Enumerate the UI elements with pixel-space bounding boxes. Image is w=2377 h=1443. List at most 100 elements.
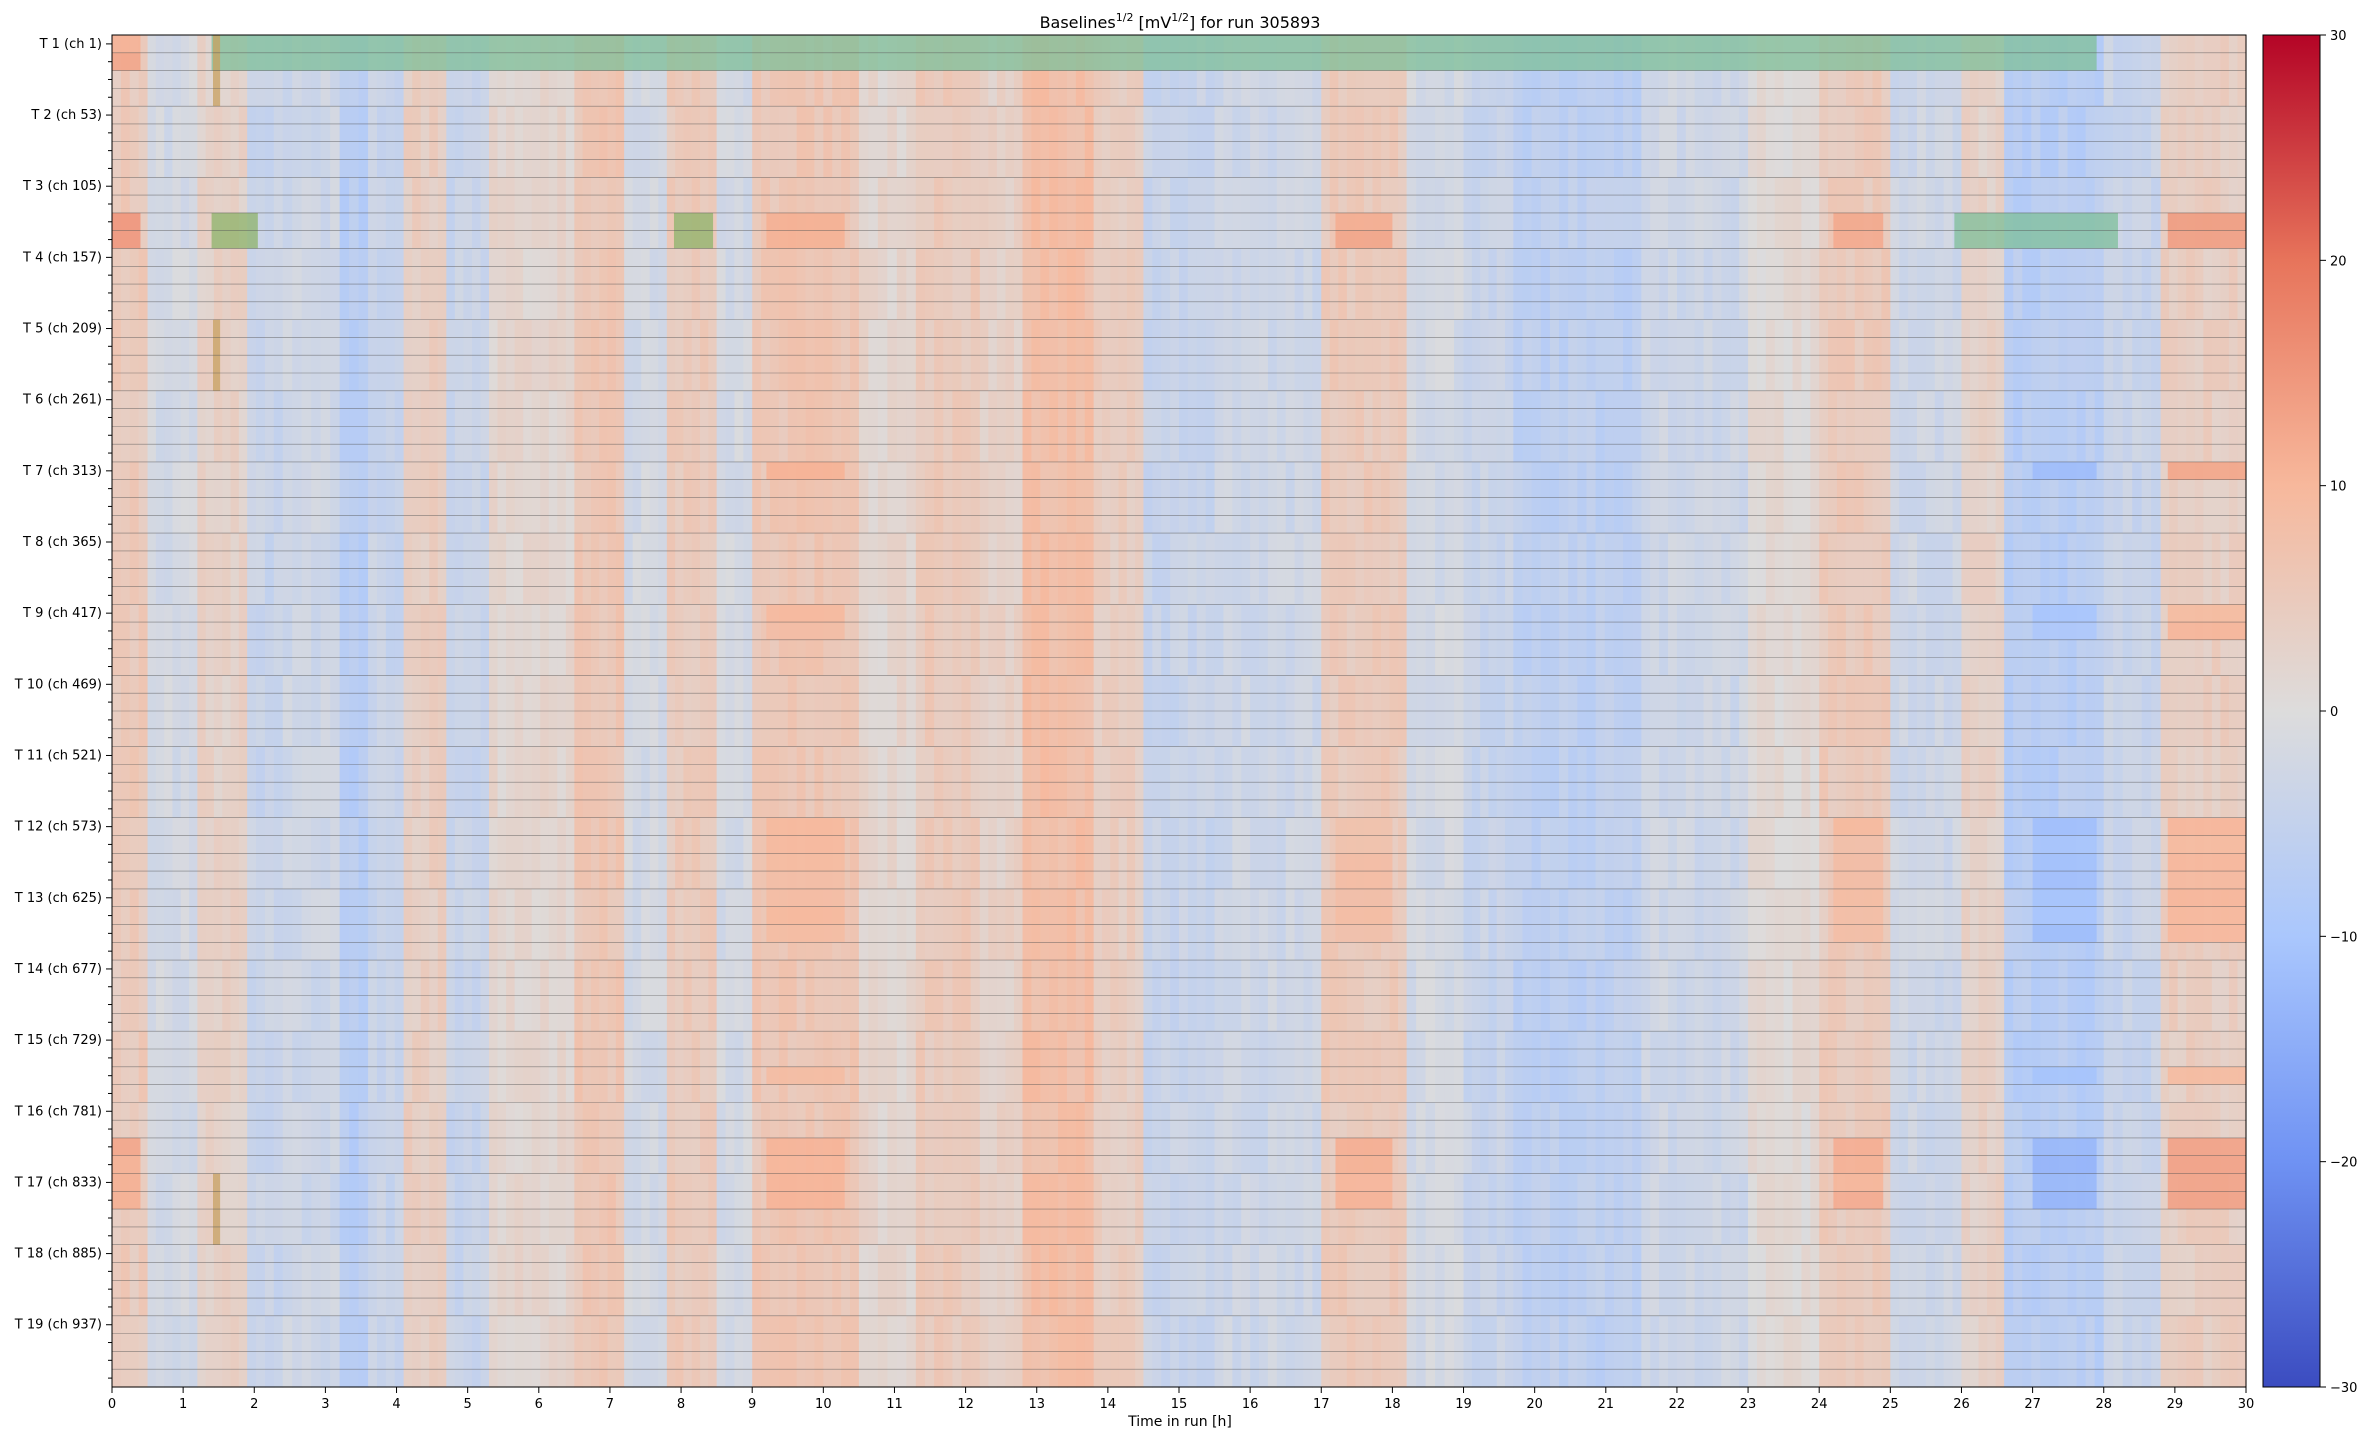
heatmap-cell [1223, 177, 1233, 250]
heatmap-cell [1819, 533, 1829, 605]
hot-band-cell [1335, 853, 1393, 872]
heatmap-cell [565, 1031, 575, 1103]
heatmap-cell [1152, 35, 1162, 107]
heatmap-cell [1338, 1315, 1348, 1388]
heatmap-cell [506, 1315, 516, 1388]
heatmap-cell [147, 533, 157, 605]
heatmap-cell [1444, 177, 1455, 250]
heatmap-cell [1577, 1173, 1588, 1246]
heatmap-cell [1863, 1315, 1874, 1388]
heatmap-cell [915, 675, 926, 748]
hot-band-cell [2167, 461, 2246, 480]
heatmap-cell [590, 533, 600, 605]
heatmap-cell [1152, 1244, 1162, 1317]
heatmap-cell [1488, 177, 1498, 250]
heatmap-cell [349, 35, 360, 107]
heatmap-cell [2177, 35, 2187, 107]
heatmap-cell [2122, 177, 2133, 250]
heatmap-cell [2103, 1244, 2114, 1317]
heatmap-cell [1641, 1315, 1651, 1388]
heatmap-cell [1586, 177, 1597, 250]
heatmap-cell [2094, 533, 2105, 605]
heatmap-cell [256, 319, 266, 392]
x-tick-label: 0 [108, 1397, 116, 1412]
heatmap-cell [1995, 35, 2005, 107]
heatmap-cell [514, 675, 524, 748]
heatmap-cell [1613, 1244, 1624, 1317]
heatmap-cell [358, 533, 369, 605]
hot-band-cell [2032, 622, 2097, 640]
heatmap-cell [403, 319, 413, 392]
heatmap-cell [1355, 1173, 1365, 1246]
heatmap-cell [1872, 1244, 1883, 1317]
heatmap-cell [641, 1315, 651, 1388]
heatmap-cell [1126, 177, 1136, 250]
heatmap-cell [1250, 35, 1260, 107]
heatmap-cell [205, 1173, 215, 1246]
hot-band-cell [1335, 924, 1393, 943]
heatmap-cell [164, 35, 174, 107]
heatmap-cell [943, 177, 953, 250]
heatmap-cell [1792, 675, 1803, 748]
heatmap-cell [2186, 1315, 2196, 1388]
heatmap-cell [1110, 1031, 1120, 1103]
heatmap-cell [868, 533, 879, 605]
heatmap-cell [1712, 1031, 1722, 1103]
hot-band-cell [2032, 1155, 2097, 1174]
heatmap-cell [961, 1173, 972, 1246]
heatmap-cell [858, 1244, 869, 1317]
y-tick-label: T 17 (ch 833) [14, 1175, 102, 1190]
heatmap-cell [1031, 1173, 1041, 1246]
heatmap-cell [2141, 1315, 2152, 1388]
heatmap-cell [868, 319, 879, 392]
heatmap-cell [841, 35, 851, 107]
hot-band-cell [2167, 924, 2246, 943]
heatmap-cell [1792, 177, 1803, 250]
heatmap-cell [970, 1315, 981, 1388]
heatmap-cell [752, 35, 762, 107]
heatmap-cell [2151, 319, 2162, 392]
heatmap-cell [1623, 533, 1633, 605]
heatmap-cell [1406, 675, 1417, 748]
heatmap-cell [1241, 533, 1251, 605]
heatmap-cell [1899, 675, 1909, 748]
heatmap-cell [1978, 1173, 1988, 1246]
heatmap-cell [996, 35, 1007, 107]
heatmap-cell [832, 319, 842, 392]
x-tick-label: 2 [250, 1397, 258, 1412]
heatmap-cell [1659, 177, 1669, 250]
heatmap-cell [403, 1315, 413, 1388]
heatmap-cell [615, 35, 625, 107]
heatmap-cell [1819, 35, 1829, 107]
heatmap-cell [1934, 1315, 1945, 1388]
heatmap-cell [446, 675, 456, 748]
heatmap-cell [1703, 319, 1714, 392]
colorbar-tick-label: −20 [2330, 1156, 2357, 1171]
heatmap-cell [1250, 319, 1260, 392]
heatmap-cell [311, 675, 322, 748]
heatmap-cell [1623, 319, 1633, 392]
heatmap-cell [247, 675, 257, 748]
heatmap-cell [480, 675, 490, 748]
heatmap-cell [376, 1315, 387, 1388]
hot-band-cell [2167, 871, 2246, 889]
heatmap-cell [1978, 675, 1988, 748]
heatmap-cell [1522, 319, 1533, 392]
heatmap-cell [1303, 1031, 1313, 1103]
heatmap-cell [189, 533, 198, 605]
heatmap-cell [1676, 1173, 1687, 1246]
heatmap-cell [1425, 1031, 1436, 1103]
heatmap-cell [454, 1315, 464, 1388]
heatmap-cell [222, 675, 232, 748]
heatmap-cell [574, 1031, 584, 1103]
heatmap-cell [1214, 675, 1225, 748]
heatmap-cell [1819, 177, 1829, 250]
heatmap-cell [420, 319, 430, 392]
heatmap-cell [666, 1031, 676, 1103]
heatmap-cell [1075, 319, 1086, 392]
heatmap-cell [247, 1244, 257, 1317]
heatmap-cell [1908, 1173, 1918, 1246]
heatmap-cell [970, 1031, 981, 1103]
heatmap-cell [1890, 675, 1900, 748]
heatmap-cell [1338, 319, 1348, 392]
